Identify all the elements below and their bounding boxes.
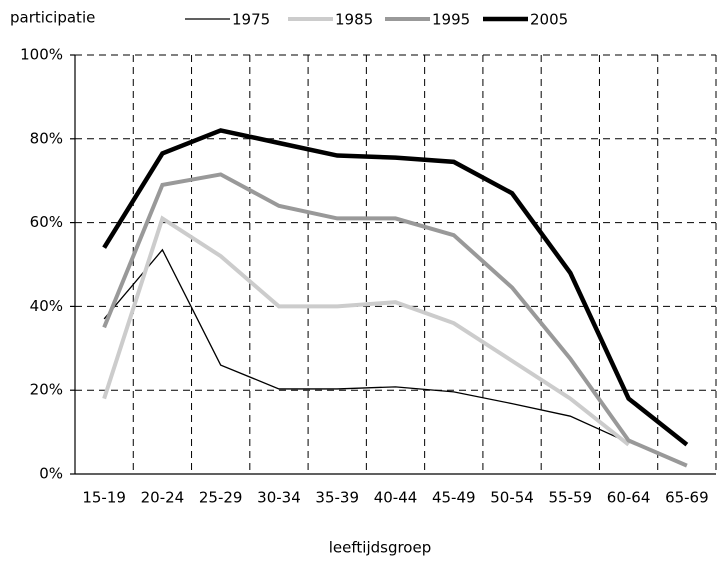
series-line	[102, 128, 689, 447]
x-tick-label: 35-39	[315, 489, 359, 507]
x-tick-label: 55-59	[549, 489, 593, 507]
y-tick-label: 40%	[30, 297, 63, 315]
x-tick-label: 30-34	[257, 489, 301, 507]
x-tick-label: 15-19	[82, 489, 126, 507]
y-tick-label: 100%	[20, 46, 63, 64]
x-tick-label: 25-29	[199, 489, 243, 507]
x-tick-label: 20-24	[141, 489, 185, 507]
x-tick-label: 60-64	[607, 489, 651, 507]
y-tick-label: 80%	[30, 129, 63, 147]
x-tick-label: 50-54	[490, 489, 534, 507]
series-line	[102, 172, 688, 468]
x-tick-label: 40-44	[374, 489, 418, 507]
series-line	[103, 248, 629, 444]
x-axis-label: leeftijdsgroep	[329, 539, 431, 557]
y-tick-label: 20%	[30, 381, 63, 399]
x-tick-label: 45-49	[432, 489, 476, 507]
legend-label: 2005	[530, 11, 568, 29]
legend-label: 1995	[432, 11, 470, 29]
y-axis-label: participatie	[10, 9, 95, 27]
y-tick-label: 60%	[30, 213, 63, 231]
series-line	[102, 215, 630, 447]
y-tick-label: 0%	[39, 465, 63, 483]
legend-label: 1975	[232, 11, 270, 29]
legend-label: 1985	[335, 11, 373, 29]
x-tick-label: 65-69	[665, 489, 709, 507]
